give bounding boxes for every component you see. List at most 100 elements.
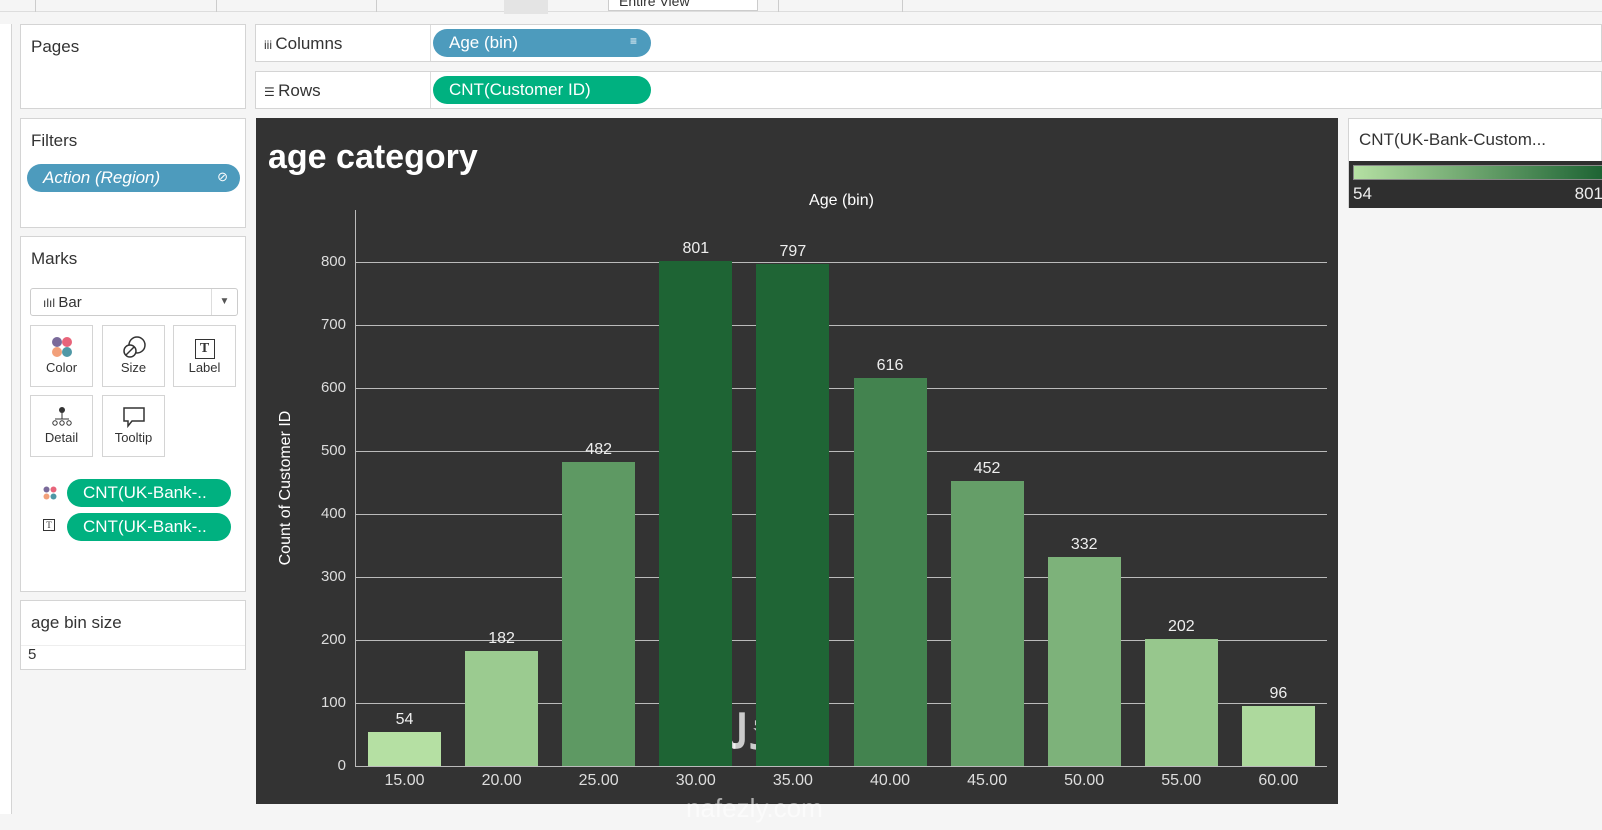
columns-label: Columns xyxy=(275,34,343,53)
toolbar-button[interactable] xyxy=(504,0,548,14)
data-label: 54 xyxy=(395,710,414,728)
toolbar-divider xyxy=(35,0,36,12)
age-bin-size-parameter: age bin size 5 xyxy=(20,600,246,670)
detail-label: Detail xyxy=(44,430,79,445)
bar-20.00[interactable] xyxy=(465,651,539,766)
chart-title: age category xyxy=(268,138,478,176)
gridline xyxy=(356,703,1327,704)
color-field-pill[interactable]: CNT(UK-Bank-.. xyxy=(67,479,231,507)
legend-color-ramp xyxy=(1353,165,1602,180)
data-label: 797 xyxy=(779,242,807,260)
size-label: Size xyxy=(120,360,147,375)
bar-55.00[interactable] xyxy=(1144,638,1218,766)
rows-label: Rows xyxy=(278,81,321,100)
bar-25.00[interactable] xyxy=(562,462,636,766)
gridline xyxy=(356,451,1327,452)
shelf-divider xyxy=(430,25,431,61)
x-tick-label: 15.00 xyxy=(384,772,425,789)
marks-title: Marks xyxy=(31,249,78,268)
toolbar-divider xyxy=(778,0,779,12)
marks-card: Marks ılıl Bar ▼ Color Size T Label Detai… xyxy=(20,236,246,592)
mark-type-value: Bar xyxy=(58,294,82,311)
y-tick-label: 600 xyxy=(320,379,346,396)
shelf-divider xyxy=(430,72,431,108)
x-tick-label: 45.00 xyxy=(967,772,1008,789)
x-tick-label: 20.00 xyxy=(481,772,522,789)
data-pane-collapsed[interactable] xyxy=(0,24,12,814)
x-tick-label: 60.00 xyxy=(1258,772,1299,789)
cnt-customer-id-pill[interactable]: CNT(Customer ID) xyxy=(433,76,651,104)
color-field-label: CNT(UK-Bank-.. xyxy=(83,483,207,502)
bar-35.00[interactable] xyxy=(756,263,830,766)
pages-title: Pages xyxy=(31,37,80,56)
filter-pill-action-region[interactable]: Action (Region) ⊘ xyxy=(27,164,240,192)
legend-max: 801 xyxy=(1574,184,1602,203)
toolbar-divider xyxy=(902,0,903,12)
legend-min: 54 xyxy=(1353,184,1372,203)
tooltip-button[interactable]: Tooltip xyxy=(102,395,165,457)
color-icon xyxy=(43,486,57,505)
y-axis-line xyxy=(355,210,356,767)
pages-card[interactable]: Pages xyxy=(20,24,246,109)
data-label: 332 xyxy=(1070,535,1098,553)
legend-body: 54 801 xyxy=(1349,161,1602,208)
mark-type-dropdown[interactable]: ılıl Bar ▼ xyxy=(30,288,238,316)
watermark-url: nafezly.com xyxy=(686,793,823,823)
filters-title: Filters xyxy=(31,131,78,150)
bar-30.00[interactable] xyxy=(659,261,733,766)
gridline xyxy=(356,577,1327,578)
data-label: 452 xyxy=(973,460,1001,478)
detail-icon xyxy=(31,396,92,430)
rows-icon: ☰ xyxy=(264,85,279,99)
x-tick-label: 35.00 xyxy=(772,772,813,789)
y-tick-label: 100 xyxy=(320,694,346,711)
bar-40.00[interactable] xyxy=(853,377,927,766)
label-field-pill[interactable]: CNT(UK-Bank-.. xyxy=(67,513,231,541)
size-button[interactable]: Size xyxy=(102,325,165,387)
gridline xyxy=(356,325,1327,326)
y-tick-label: 700 xyxy=(320,316,346,333)
bar-60.00[interactable] xyxy=(1241,705,1315,766)
data-label: 616 xyxy=(876,356,904,374)
filter-pill-label: Action (Region) xyxy=(43,168,161,187)
fit-dropdown-value: Entire View xyxy=(619,0,690,9)
bar-50.00[interactable] xyxy=(1047,556,1121,766)
link-icon: ⊘ xyxy=(217,169,228,184)
x-axis-line xyxy=(355,766,1327,767)
fit-dropdown[interactable]: Entire View xyxy=(608,0,758,11)
cnt-customer-id-pill-label: CNT(Customer ID) xyxy=(449,80,591,99)
age-bin-pill[interactable]: Age (bin) ≡ xyxy=(433,29,651,57)
color-button[interactable]: Color xyxy=(30,325,93,387)
toolbar-divider xyxy=(216,0,217,12)
x-tick-label: 25.00 xyxy=(578,772,619,789)
y-tick-label: 800 xyxy=(320,253,346,270)
bar-45.00[interactable] xyxy=(950,481,1024,766)
detail-button[interactable]: Detail xyxy=(30,395,93,457)
color-legend[interactable]: CNT(UK-Bank-Custom... 54 801 xyxy=(1348,118,1602,208)
filters-card[interactable]: Filters Action (Region) ⊘ xyxy=(20,118,246,228)
legend-title: CNT(UK-Bank-Custom... xyxy=(1359,130,1547,149)
x-tick-label: 50.00 xyxy=(1064,772,1105,789)
label-button[interactable]: T Label xyxy=(173,325,236,387)
toolbar-divider xyxy=(376,0,377,12)
bar-15.00[interactable] xyxy=(368,731,441,766)
data-label: 801 xyxy=(682,240,710,258)
rows-shelf[interactable]: ☰ Rows CNT(Customer ID) xyxy=(255,71,1602,109)
x-tick-label: 30.00 xyxy=(675,772,716,789)
age-bin-pill-label: Age (bin) xyxy=(449,33,518,52)
size-icon xyxy=(103,326,164,360)
parameter-title: age bin size xyxy=(31,613,122,632)
y-tick-label: 500 xyxy=(320,442,346,459)
gridline xyxy=(356,514,1327,515)
x-axis-title: Age (bin) xyxy=(809,192,874,209)
chart-view[interactable]: age category Age (bin) Count of Customer… xyxy=(256,118,1338,822)
label-label: Label xyxy=(188,360,221,375)
parameter-input[interactable]: 5 xyxy=(21,645,245,667)
columns-icon: iii xyxy=(264,38,276,52)
y-tick-label: 400 xyxy=(320,505,346,522)
data-label: 482 xyxy=(585,441,613,459)
columns-shelf[interactable]: iii Columns Age (bin) ≡ xyxy=(255,24,1602,62)
data-label: 202 xyxy=(1167,617,1195,635)
sort-icon: ≡ xyxy=(629,34,637,48)
color-label: Color xyxy=(45,360,78,375)
